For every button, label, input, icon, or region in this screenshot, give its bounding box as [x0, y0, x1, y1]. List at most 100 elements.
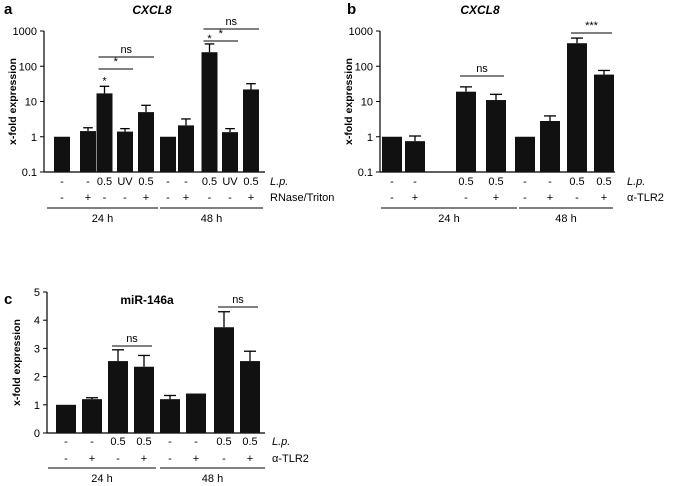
group-label: 24 h: [438, 213, 459, 225]
y-tick-label: 100: [355, 61, 373, 73]
comparison-label: ns: [120, 44, 132, 56]
condition-label: 0.5: [110, 436, 125, 448]
group-label: 48 h: [555, 213, 576, 225]
y-tick-label: 3: [34, 343, 40, 355]
treatment-label: -: [103, 192, 107, 204]
panel-letter: a: [4, 1, 13, 18]
comparison-label: ns: [232, 294, 244, 306]
treatment-label: -: [222, 453, 226, 465]
y-tick-label: 2: [34, 372, 40, 384]
comparison-label: ns: [225, 16, 237, 28]
condition-label: -: [194, 436, 198, 448]
condition-label: -: [413, 176, 417, 188]
condition-label: 0.5: [243, 176, 258, 188]
treatment-label: -: [208, 192, 212, 204]
bar: [567, 43, 587, 172]
comparison-label: ns: [476, 63, 488, 75]
condition-label: -: [390, 176, 394, 188]
treatment-label: +: [141, 453, 147, 465]
comparison-label: ***: [585, 20, 599, 32]
y-tick-label: 0: [34, 428, 40, 440]
bar: [186, 393, 206, 433]
condition-label: 0.5: [488, 176, 503, 188]
row-header-label: α-TLR2: [272, 453, 309, 465]
row-header-label: L.p.: [272, 436, 290, 448]
bar: [456, 91, 476, 172]
chart-title: miR-146a: [120, 293, 174, 307]
row-header-label: L.p.: [270, 176, 288, 188]
treatment-label: -: [64, 453, 68, 465]
treatment-label: -: [166, 192, 170, 204]
treatment-label: -: [123, 192, 127, 204]
bar: [80, 131, 96, 172]
treatment-label: +: [143, 192, 149, 204]
treatment-label: -: [116, 453, 120, 465]
bar: [540, 120, 560, 172]
condition-label: 0.5: [216, 436, 231, 448]
bar: [134, 366, 154, 433]
condition-label: 0.5: [242, 436, 257, 448]
y-tick-label: 1000: [349, 26, 373, 38]
condition-label: -: [523, 176, 527, 188]
row-header-label: α-TLR2: [627, 192, 664, 204]
bar: [117, 131, 133, 172]
bar: [160, 399, 180, 433]
chart-title: CXCL8: [132, 3, 172, 17]
bar: [160, 136, 176, 172]
y-tick-label: 1: [31, 132, 37, 144]
y-tick-label: 1: [34, 400, 40, 412]
significance-star: *: [102, 75, 107, 87]
panel-letter: b: [347, 1, 356, 18]
condition-label: UV: [222, 176, 238, 188]
treatment-label: -: [390, 192, 394, 204]
group-label: 48 h: [202, 473, 223, 485]
treatment-label: -: [464, 192, 468, 204]
treatment-label: +: [248, 192, 254, 204]
bar: [96, 93, 113, 172]
significance-star: *: [207, 33, 212, 45]
condition-label: -: [86, 176, 90, 188]
bar: [222, 132, 238, 172]
bar: [108, 361, 128, 433]
treatment-label: +: [183, 192, 189, 204]
panel-b: b CXCL8 x-fold expression 0.1 1 10 100 1000 - - - +…: [343, 1, 664, 225]
bar: [594, 74, 614, 172]
condition-label: -: [184, 176, 188, 188]
treatment-label: -: [523, 192, 527, 204]
treatment-label: -: [60, 192, 64, 204]
y-axis-label: x-fold expression: [11, 319, 23, 406]
condition-label: 0.5: [136, 436, 151, 448]
condition-label: -: [168, 436, 172, 448]
bar: [201, 52, 218, 173]
y-axis-label: x-fold expression: [7, 58, 19, 145]
condition-label: -: [64, 436, 68, 448]
group-label: 24 h: [92, 213, 113, 225]
treatment-label: +: [547, 192, 553, 204]
condition-label: -: [90, 436, 94, 448]
y-axis-label: x-fold expression: [343, 58, 355, 145]
condition-label: 0.5: [97, 176, 112, 188]
comparison-label: ns: [126, 333, 138, 345]
bar: [405, 141, 425, 172]
condition-label: -: [60, 176, 64, 188]
y-tick-label: 1: [367, 132, 373, 144]
bar: [240, 361, 260, 433]
panel-c: c miR-146a x-fold expression 0 1 2 3 4 5 - - - +0.5 -…: [4, 287, 309, 485]
treatment-label: +: [493, 192, 499, 204]
condition-label: -: [166, 176, 170, 188]
treatment-label: +: [247, 453, 253, 465]
bar: [382, 136, 402, 172]
row-header-label: L.p.: [627, 176, 645, 188]
treatment-label: -: [228, 192, 232, 204]
bar: [54, 136, 70, 172]
chart-title: CXCL8: [460, 3, 500, 17]
condition-label: 0.5: [569, 176, 584, 188]
condition-label: 0.5: [458, 176, 473, 188]
bar: [82, 399, 102, 433]
treatment-label: +: [85, 192, 91, 204]
y-tick-label: 0.1: [22, 167, 37, 179]
bar: [178, 125, 194, 172]
condition-label: -: [548, 176, 552, 188]
